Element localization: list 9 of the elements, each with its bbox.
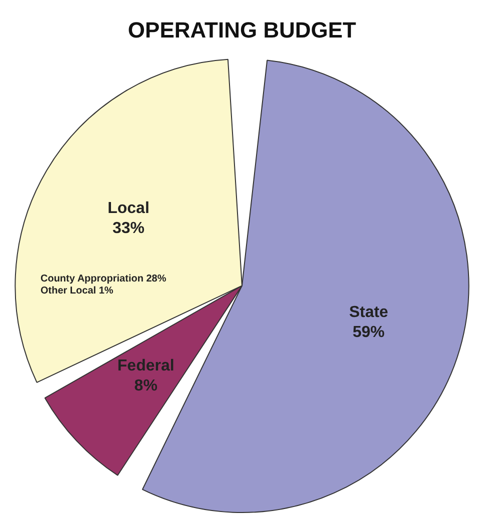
slice-label: Local: [108, 200, 150, 217]
chart-title: OPERATING BUDGET: [128, 17, 357, 42]
data-label: 8%: [134, 377, 158, 394]
text: Other Local 1%: [40, 285, 114, 296]
data-label: 59%: [352, 324, 385, 341]
data-label: 33%: [112, 220, 144, 237]
slice-label: Federal: [117, 357, 174, 374]
slice-label: State: [349, 304, 388, 321]
text: County Appropriation 28%: [40, 273, 166, 284]
